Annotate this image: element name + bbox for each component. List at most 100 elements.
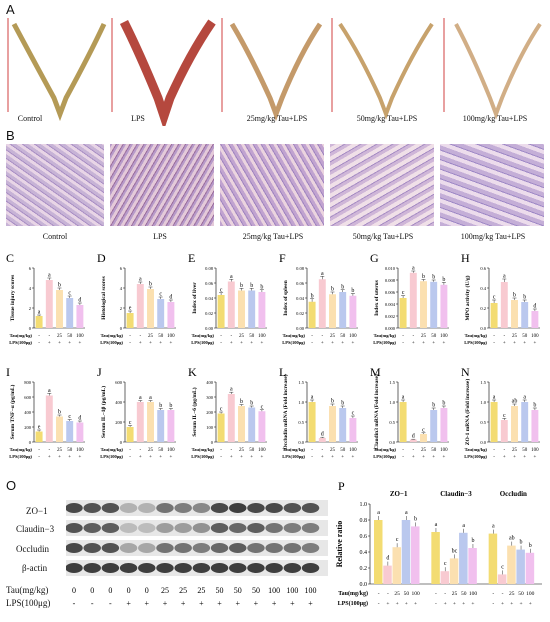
- significance-label: d: [321, 432, 324, 438]
- tau-dose: -: [402, 334, 404, 339]
- tau-dose: 25: [148, 448, 154, 453]
- y-tick-label: 6: [120, 266, 123, 271]
- lps-dose: +: [503, 455, 506, 460]
- p-lps-dose: -: [435, 601, 437, 607]
- significance-label: a: [139, 277, 142, 283]
- chart-J: J 0 200 400 600 Serum IL−1β (pg/mL) c a a b b Tau(m…: [97, 365, 176, 460]
- tau-dose: -: [311, 334, 313, 339]
- blot-lps-dose: +: [290, 599, 295, 608]
- bar: [409, 439, 417, 442]
- tau-dose: 100: [167, 334, 175, 339]
- bar: [258, 411, 266, 442]
- chart-letter-N: N: [461, 365, 470, 379]
- significance-label: c: [68, 291, 71, 297]
- bar: [56, 290, 63, 328]
- tau-dose: 50: [522, 448, 528, 453]
- blot-lps-dose: +: [199, 599, 204, 608]
- blot-band: [210, 563, 229, 573]
- bar: [45, 395, 53, 442]
- p-group-label: Claudin−3: [440, 490, 472, 498]
- lps-dose: +: [149, 341, 152, 346]
- lps-dose: -: [493, 341, 495, 346]
- p-tau-dose: -: [435, 591, 437, 597]
- p-tau-dose: -: [378, 591, 380, 597]
- blot-band: [229, 543, 247, 553]
- histology-25: [220, 144, 324, 226]
- blot-band: [210, 523, 229, 533]
- blot-band: [229, 503, 247, 513]
- p-y-tick-label: 0.0: [360, 582, 368, 588]
- p-tau-dose: 100: [526, 591, 535, 597]
- bar: [217, 413, 225, 442]
- y-tick-label: 0.00: [296, 326, 305, 331]
- tau-dose: 25: [57, 334, 63, 339]
- significance-label: c: [261, 404, 264, 410]
- blot-lps-dose: -: [91, 599, 94, 608]
- y-tick-label: 0.02: [205, 311, 213, 316]
- blot-band: [283, 563, 302, 573]
- blot-band: [119, 543, 138, 553]
- y-tick-label: 0.5: [480, 420, 486, 425]
- specimen-50: [331, 18, 434, 120]
- blot-lps-dose: +: [145, 599, 150, 608]
- tau-dose: 100: [258, 334, 266, 339]
- bar: [238, 290, 245, 328]
- lps-row-label: LPS(100μg): [464, 454, 487, 459]
- p-significance-label: a: [492, 524, 495, 530]
- tau-dose: -: [38, 448, 40, 453]
- blot-band: [192, 523, 211, 533]
- y-axis-label: Index of spleen: [283, 280, 289, 315]
- bar: [136, 284, 144, 328]
- p-significance-label: c: [444, 561, 447, 567]
- lps-row-label: LPS(100μg): [282, 340, 305, 345]
- y-tick-label: 200: [206, 410, 214, 415]
- lps-dose: +: [139, 455, 142, 460]
- lps-dose: +: [260, 455, 263, 460]
- lps-dose: +: [442, 455, 445, 460]
- chart-letter-G: G: [370, 251, 379, 265]
- lps-dose: +: [422, 341, 425, 346]
- p-significance-label: a: [377, 510, 380, 516]
- blot-band: [174, 503, 192, 513]
- chart-letter-F: F: [279, 251, 286, 265]
- tau-dose: 50: [431, 334, 437, 339]
- bar: [531, 311, 539, 328]
- tau-dose: 50: [158, 334, 164, 339]
- significance-label: b: [442, 277, 445, 283]
- lps-row-label: LPS(100μg): [191, 340, 214, 345]
- y-tick-label: 400: [206, 380, 214, 385]
- tau-row-label: Tau(mg/kg): [283, 447, 306, 452]
- b-caption-3: 50mg/kg Tau+LPS: [352, 232, 414, 241]
- p-tau-dose: -: [387, 591, 389, 597]
- bar: [147, 289, 154, 328]
- histology-50: [330, 144, 434, 226]
- y-axis-label: ZO-1 mRNA (Fold increase): [464, 379, 471, 446]
- bar: [440, 408, 448, 442]
- p-bar: [383, 565, 392, 584]
- blot-lps-dose: -: [109, 599, 112, 608]
- bar: [66, 298, 74, 328]
- chart-letter-I: I: [6, 365, 10, 379]
- p-y-tick-label: 0.4: [360, 550, 368, 556]
- lps-dose: +: [78, 341, 81, 346]
- significance-label: b: [341, 284, 344, 290]
- lps-dose: +: [503, 341, 506, 346]
- p-bar: [459, 532, 468, 584]
- lps-dose: +: [159, 341, 162, 346]
- bar: [430, 281, 438, 328]
- significance-label: e: [129, 306, 132, 312]
- chart-letter-E: E: [188, 251, 195, 265]
- p-significance-label: b: [471, 538, 474, 544]
- blot-band: [101, 543, 120, 553]
- chart-letter-K: K: [188, 365, 197, 379]
- y-tick-label: 0.02: [296, 311, 304, 316]
- p-group-label: Occludin: [500, 490, 527, 498]
- significance-label: b: [240, 283, 243, 289]
- y-tick-label: 0: [120, 326, 123, 331]
- bar: [339, 408, 347, 442]
- tau-dose: 50: [67, 448, 73, 453]
- lps-dose: +: [48, 455, 51, 460]
- blot-tau-dose: 50: [234, 586, 242, 595]
- p-y-axis-label: Relative ratio: [335, 521, 344, 567]
- blot-tau-dose: 50: [252, 586, 260, 595]
